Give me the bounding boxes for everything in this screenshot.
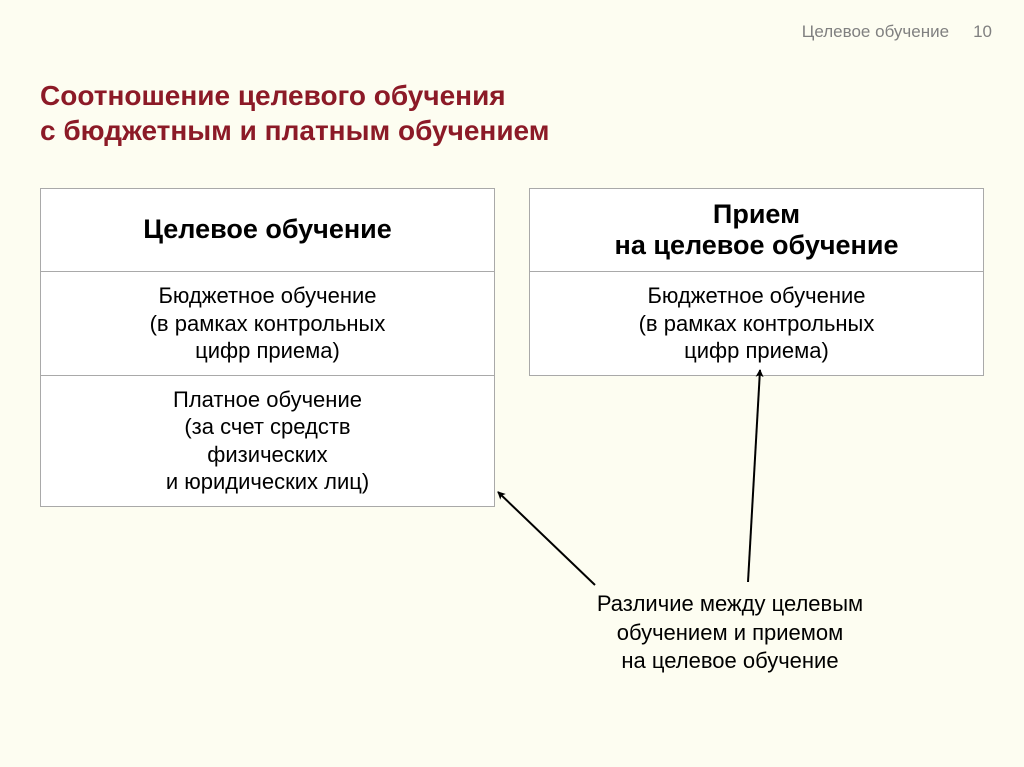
title-line-1: Соотношение целевого обучения: [40, 78, 549, 113]
annotation-text: Различие между целевым обучением и прием…: [530, 590, 930, 676]
right-head-box: Прием на целевое обучение: [529, 188, 984, 272]
right-box-1: Бюджетное обучение (в рамках контрольных…: [529, 271, 984, 376]
annotation-l2: обучением и приемом: [530, 619, 930, 648]
left-box2-l3: физических: [55, 441, 480, 469]
right-box1-l1: Бюджетное обучение: [544, 282, 969, 310]
title-line-2: с бюджетным и платным обучением: [40, 113, 549, 148]
left-box1-l2: (в рамках контрольных: [55, 310, 480, 338]
left-box1-l1: Бюджетное обучение: [55, 282, 480, 310]
left-head-box: Целевое обучение: [40, 188, 495, 272]
left-head-text: Целевое обучение: [143, 214, 392, 245]
header-label: Целевое обучение: [802, 22, 949, 42]
left-box2-l2: (за счет средств: [55, 413, 480, 441]
left-box-1: Бюджетное обучение (в рамках контрольных…: [40, 271, 495, 376]
columns-container: Целевое обучение Бюджетное обучение (в р…: [40, 188, 984, 507]
slide-title: Соотношение целевого обучения с бюджетны…: [40, 78, 549, 148]
left-column: Целевое обучение Бюджетное обучение (в р…: [40, 188, 495, 507]
left-box1-l3: цифр приема): [55, 337, 480, 365]
annotation-l1: Различие между целевым: [530, 590, 930, 619]
right-box1-l2: (в рамках контрольных: [544, 310, 969, 338]
right-box1-l3: цифр приема): [544, 337, 969, 365]
left-box-2: Платное обучение (за счет средств физиче…: [40, 375, 495, 507]
right-head-l2: на целевое обучение: [615, 230, 899, 261]
right-column: Прием на целевое обучение Бюджетное обуч…: [529, 188, 984, 507]
left-box2-l4: и юридических лиц): [55, 468, 480, 496]
left-box2-l1: Платное обучение: [55, 386, 480, 414]
page-number: 10: [973, 22, 992, 42]
slide-header: Целевое обучение 10: [802, 22, 992, 42]
right-head-l1: Прием: [615, 199, 899, 230]
annotation-l3: на целевое обучение: [530, 647, 930, 676]
